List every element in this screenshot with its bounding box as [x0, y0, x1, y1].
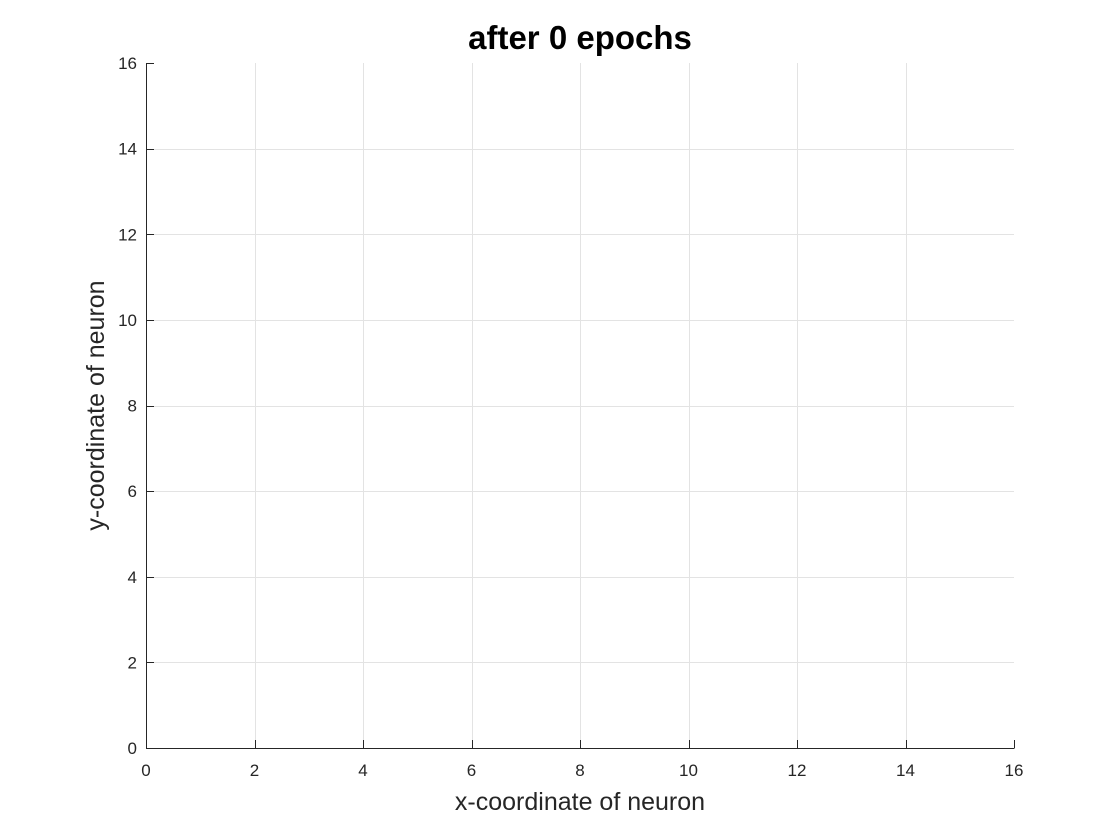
x-tick-label-3: 6	[467, 761, 476, 780]
y-tick-label-4: 8	[128, 397, 137, 416]
chart-title: after 0 epochs	[468, 19, 692, 56]
y-tick-label-6: 12	[118, 225, 137, 244]
y-tick-label-5: 10	[118, 311, 137, 330]
y-tick-label-1: 2	[128, 653, 137, 672]
y-axis-label: y-coordinate of neuron	[82, 280, 110, 530]
x-tick-label-6: 12	[788, 761, 807, 780]
x-tick-label-0: 0	[141, 761, 150, 780]
x-tick-label-2: 4	[358, 761, 367, 780]
y-tick-label-3: 6	[128, 482, 137, 501]
y-tick-label-8: 16	[118, 54, 137, 73]
axes	[146, 63, 1015, 749]
x-tick-label-4: 8	[575, 761, 584, 780]
y-tick-label-0: 0	[128, 739, 137, 758]
x-tick-label-1: 2	[250, 761, 259, 780]
x-axis-ticks: 0 2 4 6 8 10 12 14 16	[141, 740, 1023, 780]
grid-lines	[146, 63, 1014, 748]
x-tick-label-8: 16	[1005, 761, 1024, 780]
x-tick-label-7: 14	[896, 761, 915, 780]
y-tick-label-2: 4	[128, 568, 137, 587]
x-axis-label: x-coordinate of neuron	[455, 788, 705, 816]
y-axis-ticks: 0 2 4 6 8 10 12 14 16	[118, 54, 154, 758]
y-tick-label-7: 14	[118, 140, 137, 159]
x-tick-label-5: 10	[679, 761, 698, 780]
